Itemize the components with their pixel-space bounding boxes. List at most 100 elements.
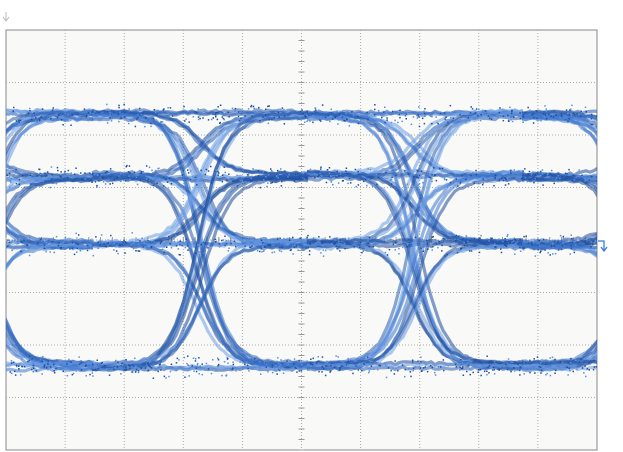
noise-dot — [424, 108, 426, 110]
noise-dot — [127, 361, 129, 363]
noise-dot — [123, 369, 125, 371]
noise-dot — [301, 119, 303, 121]
noise-dot — [120, 118, 122, 120]
noise-dot — [72, 114, 74, 116]
noise-dot — [218, 364, 220, 366]
noise-dot — [525, 177, 527, 179]
noise-dot — [135, 126, 137, 128]
noise-dot — [70, 361, 72, 363]
noise-dot — [468, 365, 470, 367]
noise-dot — [552, 253, 554, 255]
noise-dot — [591, 118, 593, 120]
noise-dot — [278, 177, 280, 179]
noise-dot — [90, 180, 92, 182]
noise-dot — [292, 245, 294, 247]
noise-dot — [214, 241, 216, 243]
noise-dot — [118, 175, 120, 177]
noise-dot — [440, 113, 442, 115]
noise-dot — [135, 371, 137, 373]
noise-dot — [460, 182, 462, 184]
noise-dot — [550, 375, 552, 377]
noise-dot — [152, 172, 154, 174]
noise-dot — [68, 359, 70, 361]
noise-dot — [407, 170, 409, 172]
noise-dot — [198, 373, 200, 375]
noise-dot — [57, 167, 59, 169]
noise-dot — [458, 236, 460, 238]
noise-dot — [492, 177, 494, 179]
noise-dot — [136, 369, 138, 371]
noise-dot — [455, 364, 457, 366]
noise-dot — [469, 120, 471, 122]
noise-dot — [194, 111, 196, 113]
noise-dot — [314, 177, 316, 179]
noise-dot — [568, 169, 570, 171]
noise-dot — [218, 359, 220, 361]
noise-dot — [247, 244, 249, 246]
noise-dot — [335, 242, 337, 244]
noise-dot — [331, 116, 333, 118]
noise-dot — [58, 364, 60, 366]
noise-dot — [294, 358, 296, 360]
noise-dot — [250, 180, 252, 182]
noise-dot — [82, 366, 84, 368]
noise-dot — [348, 361, 350, 363]
noise-dot — [508, 120, 510, 122]
noise-dot — [249, 176, 251, 178]
noise-dot — [284, 115, 286, 117]
noise-dot — [437, 123, 439, 125]
noise-dot — [412, 361, 414, 363]
noise-dot — [222, 181, 224, 183]
noise-dot — [355, 169, 357, 171]
noise-dot — [136, 118, 138, 120]
noise-dot — [268, 123, 270, 125]
noise-dot — [564, 118, 566, 120]
noise-dot — [110, 235, 112, 237]
noise-dot — [30, 114, 32, 116]
noise-dot — [47, 363, 49, 365]
noise-dot — [395, 249, 397, 251]
noise-dot — [550, 116, 552, 118]
noise-dot — [524, 373, 526, 375]
noise-dot — [530, 248, 532, 250]
noise-dot — [295, 115, 297, 117]
noise-dot — [576, 369, 578, 371]
noise-dot — [443, 370, 445, 372]
noise-dot — [501, 252, 503, 254]
noise-dot — [536, 110, 538, 112]
noise-dot — [262, 247, 264, 249]
noise-dot — [179, 244, 181, 246]
noise-dot — [301, 364, 303, 366]
noise-dot — [395, 175, 397, 177]
noise-dot — [492, 369, 494, 371]
noise-dot — [78, 116, 80, 118]
noise-dot — [158, 242, 160, 244]
noise-dot — [32, 362, 34, 364]
noise-dot — [486, 374, 488, 376]
noise-dot — [519, 370, 521, 372]
noise-dot — [560, 365, 562, 367]
noise-dot — [575, 360, 577, 362]
noise-dot — [395, 242, 397, 244]
noise-dot — [47, 361, 49, 363]
noise-dot — [152, 116, 154, 118]
noise-dot — [334, 112, 336, 114]
noise-dot — [329, 121, 331, 123]
noise-dot — [200, 244, 202, 246]
noise-dot — [514, 169, 516, 171]
noise-dot — [289, 174, 291, 176]
noise-dot — [504, 116, 506, 118]
noise-dot — [385, 172, 387, 174]
noise-dot — [404, 245, 406, 247]
noise-dot — [139, 110, 141, 112]
noise-dot — [54, 372, 56, 374]
noise-dot — [539, 172, 541, 174]
noise-dot — [63, 242, 65, 244]
noise-dot — [509, 365, 511, 367]
noise-dot — [10, 181, 12, 183]
noise-dot — [486, 371, 488, 373]
noise-dot — [469, 250, 471, 252]
noise-dot — [22, 175, 24, 177]
noise-dot — [420, 248, 422, 250]
noise-dot — [545, 363, 547, 365]
